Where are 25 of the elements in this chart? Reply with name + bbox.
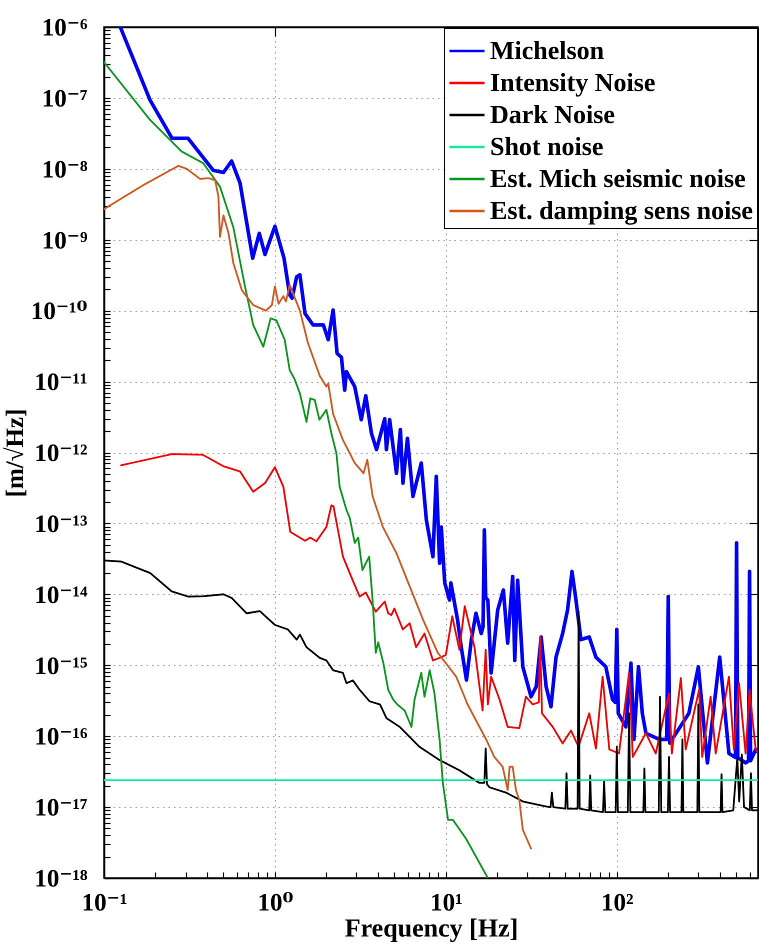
legend-label: Michelson [490,36,605,65]
y-tick-label: 10⁻⁷ [42,85,88,112]
legend-label: Dark Noise [490,100,615,129]
x-tick-label: 10¹ [430,890,463,916]
y-tick-label: 10⁻¹⁶ [34,724,88,751]
y-tick-label: 10⁻¹⁷ [34,794,88,822]
y-tick-label: 10⁻¹⁵ [34,652,88,680]
y-tick-label: 10⁻¹⁸ [34,866,88,892]
y-tick-label: 10⁻¹⁴ [34,582,88,609]
y-tick-label: 10⁻¹² [34,440,88,467]
legend-label: Est. Mich seismic noise [490,164,746,193]
y-tick-label: 10⁻⁶ [42,14,88,42]
x-tick-label: 10⁰ [257,890,294,916]
y-tick-label: 10⁻¹⁰ [30,298,88,326]
y-tick-label: 10⁻¹³ [34,510,88,538]
x-tick-label: 10² [601,890,634,916]
x-tick-label: 10⁻¹ [82,890,128,916]
y-tick-label: 10⁻¹¹ [34,369,88,396]
y-tick-label: 10⁻⁹ [42,227,88,254]
legend-label: Est. damping sens noise [490,196,753,225]
x-axis-title: Frequency [Hz] [344,914,518,942]
y-axis-title: [m/√Hz] [2,408,29,498]
legend-label: Shot noise [490,132,604,161]
y-tick-label: 10⁻⁸ [42,156,88,184]
legend-label: Intensity Noise [490,68,656,97]
